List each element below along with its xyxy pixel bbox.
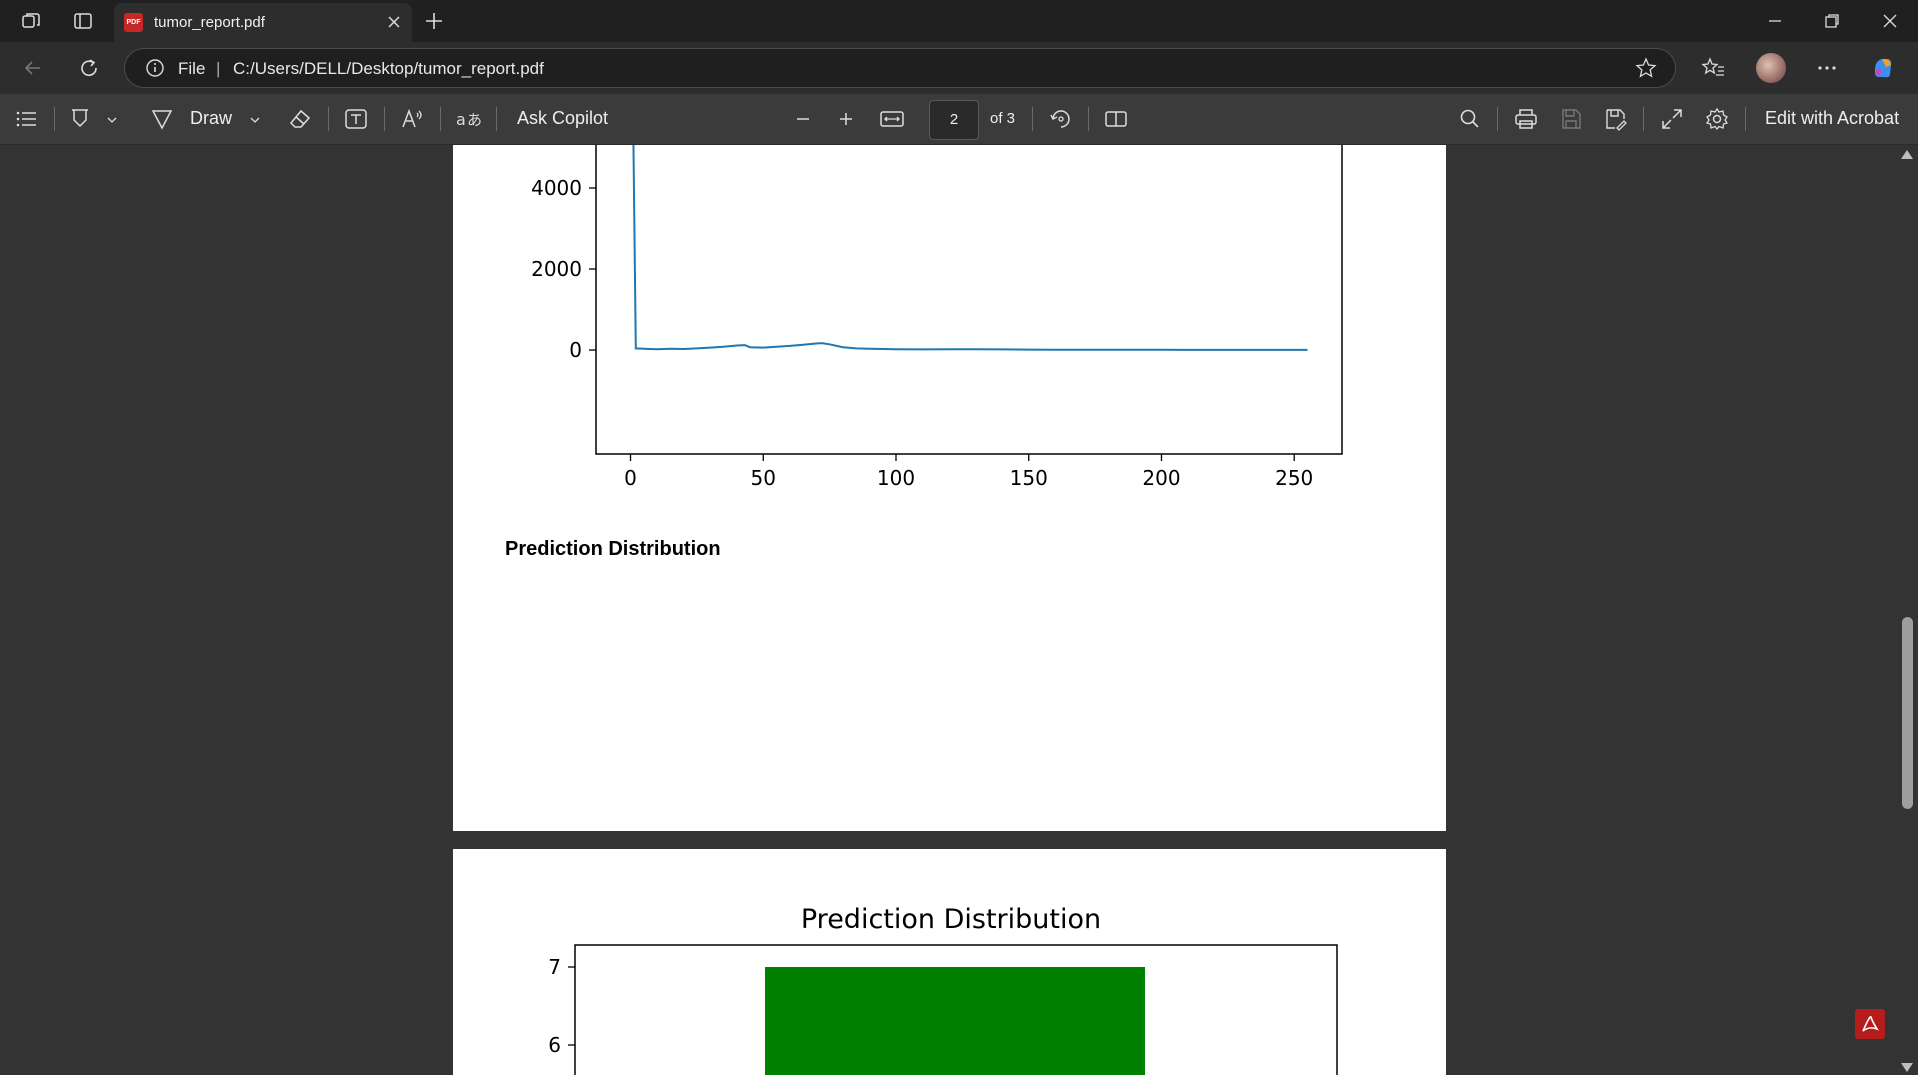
vertical-scrollbar[interactable] bbox=[1896, 145, 1918, 1075]
print-icon[interactable] bbox=[1513, 106, 1539, 132]
acrobat-logo-icon[interactable] bbox=[1855, 1009, 1885, 1039]
y-tick-label: 6 bbox=[548, 1033, 561, 1057]
highlight-icon[interactable] bbox=[68, 106, 92, 132]
y-tick-label: 4000 bbox=[531, 176, 582, 200]
save-as-icon[interactable] bbox=[1603, 106, 1629, 132]
read-aloud-icon[interactable] bbox=[400, 106, 426, 132]
toolbar-divider bbox=[496, 107, 497, 131]
toolbar-divider bbox=[1497, 107, 1498, 131]
pdf-viewer: 0 2000 4000 0 50 100 150 200 250 Prediction Dist… bbox=[0, 145, 1918, 1075]
fullscreen-icon[interactable] bbox=[1659, 106, 1685, 132]
page-view-icon[interactable] bbox=[1103, 106, 1129, 132]
prediction-distribution-bar-chart: Prediction Distribution 6 7 bbox=[548, 904, 1338, 1075]
bar-chart-title: Prediction Distribution bbox=[801, 904, 1101, 935]
section-title-prediction-distribution: Prediction Distribution bbox=[505, 538, 721, 560]
scrollbar-thumb[interactable] bbox=[1902, 617, 1913, 809]
back-icon[interactable] bbox=[20, 55, 46, 81]
draw-label[interactable]: Draw bbox=[190, 108, 233, 128]
restore-icon[interactable] bbox=[1819, 8, 1845, 34]
fit-width-icon[interactable] bbox=[878, 106, 906, 132]
toolbar-divider bbox=[1088, 107, 1089, 131]
refresh-icon[interactable] bbox=[76, 55, 102, 81]
rotate-icon[interactable] bbox=[1048, 106, 1074, 132]
bar-chart-plot-frame bbox=[574, 944, 1338, 1075]
ask-copilot-button[interactable]: Ask Copilot bbox=[517, 108, 609, 128]
x-tick-label: 50 bbox=[751, 466, 776, 490]
contents-list-icon[interactable] bbox=[14, 106, 40, 132]
highlight-dropdown-chevron-icon[interactable] bbox=[104, 106, 120, 132]
scheme-label: File bbox=[178, 59, 206, 78]
translate-icon[interactable]: a あ bbox=[455, 106, 483, 132]
toolbar-divider bbox=[1032, 107, 1033, 131]
zoom-in-icon[interactable] bbox=[833, 106, 859, 132]
pdf-toolbar: Draw a あ Ask Copilot 2 of 3 bbox=[0, 94, 1918, 145]
y-tick-label: 0 bbox=[569, 338, 582, 362]
close-tab-icon[interactable] bbox=[384, 12, 404, 32]
page-total-label: of 3 bbox=[990, 110, 1016, 127]
pdf-page-3: Prediction Distribution 6 7 bbox=[453, 849, 1446, 1075]
x-tick-label: 200 bbox=[1142, 466, 1180, 490]
url-separator: | bbox=[216, 59, 221, 78]
tab-actions-icon[interactable] bbox=[72, 10, 94, 32]
svg-text:あ: あ bbox=[467, 111, 482, 129]
site-info-icon[interactable] bbox=[145, 58, 165, 78]
toolbar-divider bbox=[54, 107, 55, 131]
close-window-icon[interactable] bbox=[1877, 8, 1903, 34]
toolbar-divider bbox=[328, 107, 329, 131]
bar bbox=[765, 967, 1145, 1075]
profile-avatar[interactable] bbox=[1756, 53, 1786, 83]
settings-gear-icon[interactable] bbox=[1704, 106, 1730, 132]
toolbar-divider bbox=[440, 107, 441, 131]
url-text: C:/Users/DELL/Desktop/tumor_report.pdf bbox=[233, 59, 544, 78]
add-text-icon[interactable] bbox=[343, 106, 369, 132]
favorite-star-icon[interactable] bbox=[1635, 57, 1657, 79]
toolbar-divider bbox=[384, 107, 385, 131]
histogram-series-line bbox=[632, 145, 1308, 351]
save-icon[interactable] bbox=[1558, 106, 1584, 132]
x-tick-label: 0 bbox=[624, 466, 637, 490]
copilot-icon[interactable] bbox=[1870, 55, 1896, 81]
scroll-up-arrow-icon[interactable] bbox=[1901, 150, 1913, 159]
line-chart-plot-frame bbox=[595, 145, 1343, 455]
draw-dropdown-chevron-icon[interactable] bbox=[247, 106, 263, 132]
address-bar: File | C:/Users/DELL/Desktop/tumor_repor… bbox=[0, 42, 1918, 94]
title-bar: PDF tumor_report.pdf bbox=[0, 0, 1918, 42]
page-number-input[interactable]: 2 bbox=[929, 100, 979, 140]
pdf-page-2: 0 2000 4000 0 50 100 150 200 250 Prediction Dist… bbox=[453, 145, 1446, 831]
scroll-down-arrow-icon[interactable] bbox=[1901, 1063, 1913, 1072]
svg-text:a: a bbox=[456, 110, 466, 129]
minimize-icon[interactable] bbox=[1762, 8, 1788, 34]
eraser-icon[interactable] bbox=[287, 106, 313, 132]
new-tab-icon[interactable] bbox=[423, 10, 445, 32]
workspaces-icon[interactable] bbox=[20, 10, 42, 32]
more-options-icon[interactable] bbox=[1814, 55, 1840, 81]
draw-icon[interactable] bbox=[150, 106, 174, 132]
y-tick-label: 2000 bbox=[531, 257, 582, 281]
y-tick-label: 7 bbox=[548, 955, 561, 979]
tab-title: tumor_report.pdf bbox=[154, 14, 265, 31]
tab-tumor-report[interactable]: PDF tumor_report.pdf bbox=[114, 3, 412, 42]
x-tick-label: 150 bbox=[1010, 466, 1048, 490]
search-icon[interactable] bbox=[1457, 106, 1483, 132]
edit-with-acrobat-button[interactable]: Edit with Acrobat bbox=[1765, 108, 1900, 128]
toolbar-divider bbox=[1745, 107, 1746, 131]
toolbar-divider bbox=[1643, 107, 1644, 131]
address-input[interactable]: File | C:/Users/DELL/Desktop/tumor_repor… bbox=[124, 48, 1676, 88]
zoom-out-icon[interactable] bbox=[790, 106, 816, 132]
histogram-line-chart: 0 2000 4000 0 50 100 150 200 250 bbox=[531, 145, 1343, 490]
favorites-icon[interactable] bbox=[1700, 55, 1726, 81]
x-tick-label: 250 bbox=[1275, 466, 1313, 490]
x-tick-label: 100 bbox=[877, 466, 915, 490]
pdf-file-icon: PDF bbox=[124, 13, 143, 32]
